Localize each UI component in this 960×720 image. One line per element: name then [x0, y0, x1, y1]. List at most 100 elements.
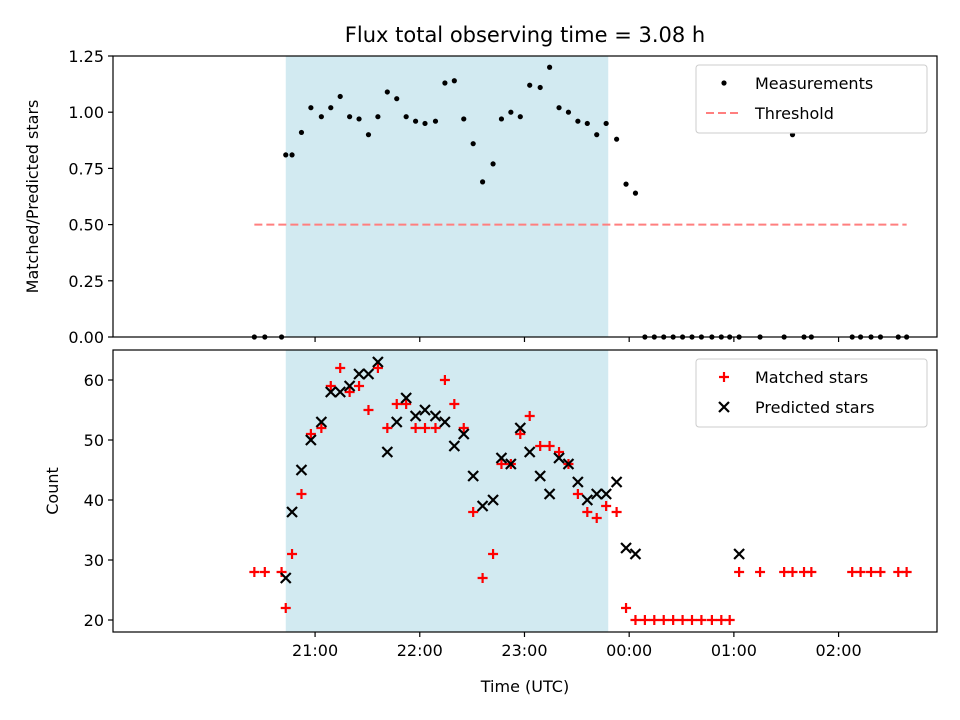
legend-label: Measurements: [755, 74, 873, 93]
measurement-point: [461, 116, 467, 122]
predicted-star-point: [279, 572, 292, 584]
measurement-point: [412, 118, 419, 124]
matched-star-point: [496, 459, 507, 469]
matched-star-point: [591, 513, 602, 523]
predicted-star-point: [467, 470, 479, 482]
predicted-star-point: [362, 368, 375, 380]
matched-star-point: [515, 429, 526, 439]
predicted-star-point: [572, 476, 584, 488]
measurement-point: [328, 105, 334, 111]
predicted-star-point: [334, 386, 346, 398]
measurement-point: [517, 114, 523, 120]
measurement-point: [470, 141, 476, 147]
predicted-star-point: [325, 386, 337, 398]
y-tick-label: 30: [84, 551, 104, 570]
measurement-point: [575, 118, 581, 124]
y-tick-label: 60: [84, 371, 104, 390]
predicted-star-point: [409, 410, 422, 422]
matched-star-point: [847, 567, 858, 577]
measurement-point: [527, 82, 533, 88]
matched-star-point: [535, 441, 546, 451]
predicted-star-point: [429, 410, 442, 422]
predicted-star-point: [514, 422, 527, 434]
matched-star-point: [305, 429, 316, 439]
count-panel: 20 30 40 50 60 21:00 22:00 23:00 00:00 01:00 02:0…: [43, 349, 938, 660]
y-tick-label: 0.00: [68, 328, 104, 347]
count-x-ticks: 21:00 22:00 23:00 00:00 01:00 02:00: [292, 632, 862, 660]
matched-star-point: [439, 375, 450, 385]
matched-star-point: [686, 615, 697, 625]
predicted-star-point: [562, 458, 575, 470]
matched-star-point: [391, 399, 402, 409]
predicted-star-point: [419, 404, 431, 416]
matched-star-point: [866, 567, 877, 577]
count-axes-frame: [112, 349, 938, 633]
x-tick-label: 02:00: [816, 641, 862, 660]
ratio-y-axis-label: Matched/Predicted stars: [23, 100, 42, 294]
predicted-star-point: [610, 476, 623, 488]
matched-star-point: [363, 405, 374, 415]
matched-star-point: [677, 615, 688, 625]
matched-star-point: [601, 501, 612, 511]
measurement-point: [298, 129, 305, 136]
measurement-point: [308, 105, 314, 111]
matched-star-point: [296, 489, 307, 499]
legend-box: [695, 64, 928, 134]
predicted-star-point: [534, 470, 546, 482]
matched-star-point: [787, 567, 798, 577]
matched-star-point: [582, 507, 593, 517]
measurement-point: [442, 80, 448, 86]
observing-window-shade-top: [285, 56, 609, 337]
matched-star-point: [554, 447, 565, 457]
matched-star-point: [621, 603, 632, 613]
measurement-point: [498, 116, 505, 122]
y-tick-label: 0.50: [68, 216, 104, 235]
predicted-star-point: [343, 380, 356, 392]
matched-star-point: [410, 423, 421, 433]
measurement-point: [594, 132, 600, 138]
matched-star-point: [893, 567, 904, 577]
matched-star-point: [706, 615, 717, 625]
predicted-star-point: [620, 542, 632, 554]
measurement-point: [347, 114, 353, 120]
measurement-point: [479, 179, 486, 185]
matched-star-point: [544, 441, 555, 451]
predicted-star-point: [457, 428, 470, 440]
x-tick-label: 21:00: [292, 641, 338, 660]
y-tick-label: 0.75: [68, 159, 104, 178]
predicted-star-point: [553, 452, 565, 464]
count-legend: Matched stars Predicted stars: [695, 358, 928, 428]
matched-star-point: [668, 615, 679, 625]
measurement-point: [603, 120, 609, 127]
matched-star-point: [649, 615, 660, 625]
matched-star-point: [276, 567, 287, 577]
matched-star-point: [524, 411, 535, 421]
x-tick-label: 23:00: [501, 641, 547, 660]
x-axis-label: Time (UTC): [480, 677, 569, 696]
measurement-point: [337, 93, 343, 100]
measurement-point: [451, 78, 457, 84]
measurement-point: [422, 120, 428, 127]
legend-predicted-marker: [718, 401, 730, 413]
y-tick-label: 0.25: [68, 272, 104, 291]
measurement-point: [565, 109, 572, 115]
predicted-star-point: [390, 416, 403, 428]
matched-star-point: [630, 615, 641, 625]
measurement-point: [403, 114, 409, 120]
matched-star-point: [755, 567, 766, 577]
predicted-star-point: [629, 548, 642, 560]
measurement-point: [537, 84, 543, 91]
matched-star-point: [806, 567, 817, 577]
predicted-star-point: [523, 446, 536, 458]
matched-star-point: [716, 615, 727, 625]
measurement-point: [318, 114, 324, 120]
predicted-star-point: [439, 416, 451, 428]
predicted-star-point: [543, 488, 556, 500]
ratio-y-ticks: 0.00 0.25 0.50 0.75 1.00 1.25: [68, 47, 113, 347]
predicted-star-point: [733, 548, 745, 560]
measurement-point: [623, 181, 629, 187]
legend-label: Matched stars: [755, 368, 868, 387]
measurement-point: [614, 136, 620, 142]
predicted-star-point: [315, 416, 328, 428]
matched-star-point: [658, 615, 669, 625]
